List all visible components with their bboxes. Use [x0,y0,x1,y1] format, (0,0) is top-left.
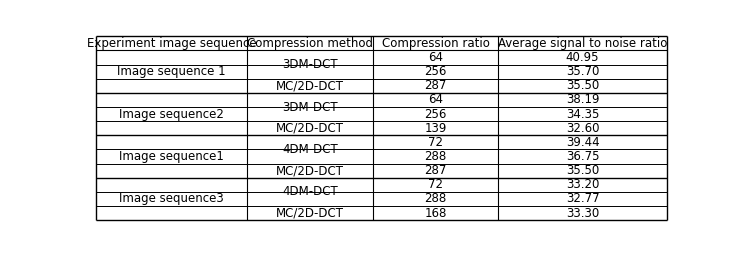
Text: MC/2D-DCT: MC/2D-DCT [276,122,344,135]
Text: Image sequence1: Image sequence1 [119,150,224,163]
Text: Compression method: Compression method [247,37,373,50]
Text: Average signal to noise ratio: Average signal to noise ratio [498,37,667,50]
Text: Image sequence 1: Image sequence 1 [118,65,226,78]
Text: 32.60: 32.60 [565,122,599,135]
Text: Image sequence2: Image sequence2 [119,108,224,121]
Text: 3DM-DCT: 3DM-DCT [282,58,338,71]
Text: Compression ratio: Compression ratio [382,37,490,50]
Text: 4DM-DCT: 4DM-DCT [282,143,338,156]
Text: 287: 287 [424,164,446,177]
Text: MC/2D-DCT: MC/2D-DCT [276,164,344,177]
Text: 139: 139 [424,122,446,135]
Text: MC/2D-DCT: MC/2D-DCT [276,79,344,92]
Text: 34.35: 34.35 [566,108,599,121]
Text: 64: 64 [428,51,443,64]
Text: 4DM-DCT: 4DM-DCT [282,185,338,198]
Text: 288: 288 [424,193,446,205]
Text: 168: 168 [424,207,446,220]
Text: 39.44: 39.44 [565,136,600,149]
Text: 256: 256 [424,108,446,121]
Text: 38.19: 38.19 [565,93,599,106]
Text: 33.20: 33.20 [566,178,599,191]
Text: 36.75: 36.75 [565,150,599,163]
Text: 3DM-DCT: 3DM-DCT [282,101,338,114]
Text: 40.95: 40.95 [565,51,599,64]
Text: 64: 64 [428,93,443,106]
Text: Experiment image sequence: Experiment image sequence [87,37,257,50]
Text: 72: 72 [428,136,443,149]
Text: 35.50: 35.50 [566,164,599,177]
Text: MC/2D-DCT: MC/2D-DCT [276,207,344,220]
Text: 287: 287 [424,79,446,92]
Text: 35.50: 35.50 [566,79,599,92]
Text: Image sequence3: Image sequence3 [119,193,224,205]
Text: 32.77: 32.77 [565,193,600,205]
Text: 288: 288 [424,150,446,163]
Text: 35.70: 35.70 [566,65,599,78]
Text: 72: 72 [428,178,443,191]
Text: 256: 256 [424,65,446,78]
Text: 33.30: 33.30 [566,207,599,220]
